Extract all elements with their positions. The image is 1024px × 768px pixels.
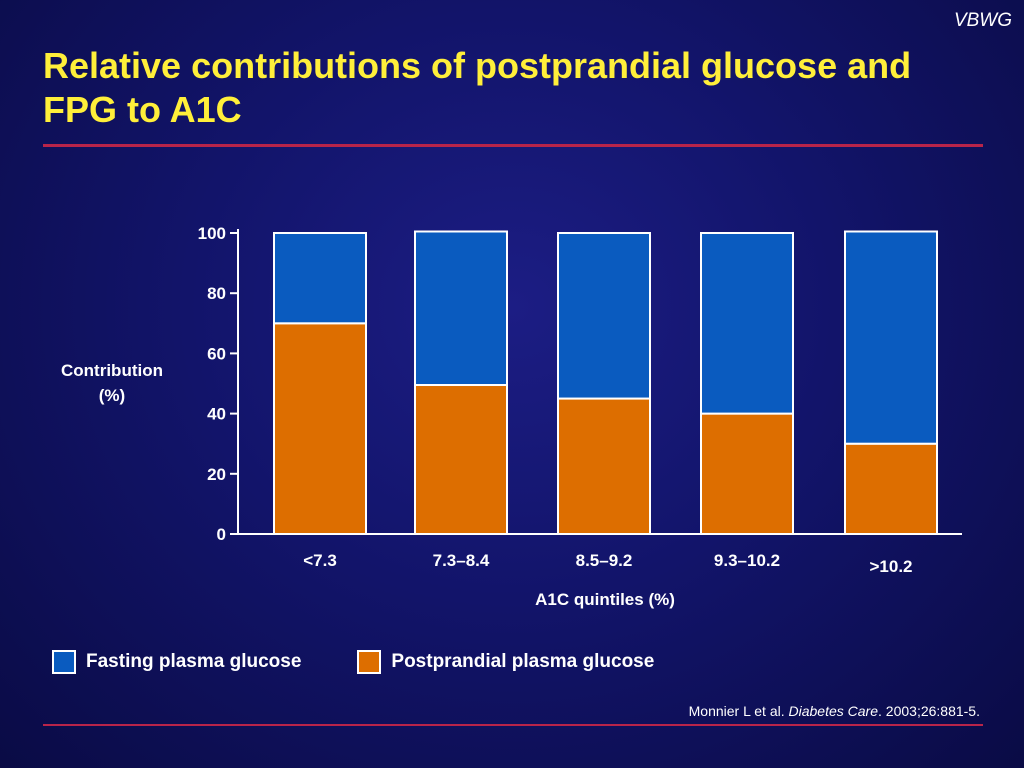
x-axis-label: A1C quintiles (%) [535, 590, 675, 609]
y-tick-label: 80 [207, 284, 226, 303]
bar-segment [414, 230, 508, 387]
legend-swatch-postprandial [357, 650, 382, 674]
bar-segment [273, 232, 367, 325]
y-tick-label: 60 [207, 344, 226, 363]
legend-item-postprandial: Postprandial plasma glucose [357, 650, 654, 674]
y-axis-label: (%) [99, 386, 125, 405]
citation: Monnier L et al. Diabetes Care. 2003;26:… [689, 703, 980, 719]
citation-authors: Monnier L et al. [688, 703, 785, 719]
bar-segment [557, 232, 651, 400]
bar-segment [844, 442, 938, 536]
citation-details: . 2003;26:881-5. [878, 703, 980, 719]
stacked-bar-chart: 0 20 40 60 80 100 Contribution (%) <7.3 7.3–8.4 8.… [61, 224, 938, 609]
legend-label-fasting: Fasting plasma glucose [86, 651, 302, 672]
x-tick-label: 9.3–10.2 [714, 551, 780, 570]
bar-segment [844, 230, 938, 445]
legend-label-postprandial: Postprandial plasma glucose [391, 651, 655, 672]
bar-segment [273, 322, 367, 535]
slide-title: Relative contributions of postprandial g… [43, 45, 912, 130]
x-tick-label: 7.3–8.4 [433, 551, 490, 570]
bar-segment [700, 412, 794, 536]
bar-segment [414, 384, 508, 535]
citation-journal: Diabetes Care [788, 703, 879, 719]
x-tick-label: <7.3 [303, 551, 337, 570]
title-divider [43, 144, 983, 147]
x-tick-label: 8.5–9.2 [576, 551, 633, 570]
bar-segment [557, 397, 651, 535]
legend-swatch-fasting [52, 650, 76, 674]
footer-divider [43, 724, 983, 726]
y-tick-label: 20 [207, 465, 226, 484]
y-tick-label: 0 [217, 525, 226, 544]
legend-item-fasting: Fasting plasma glucose [52, 650, 301, 674]
y-axis-label: Contribution [61, 361, 163, 380]
x-tick-label: >10.2 [869, 557, 912, 576]
brand-logo-text: VBWG [953, 10, 1012, 31]
bar-segment [700, 232, 794, 415]
y-tick-label: 100 [198, 224, 226, 243]
y-tick-label: 40 [207, 405, 226, 424]
chart-legend: Fasting plasma glucose Postprandial plas… [52, 650, 710, 674]
